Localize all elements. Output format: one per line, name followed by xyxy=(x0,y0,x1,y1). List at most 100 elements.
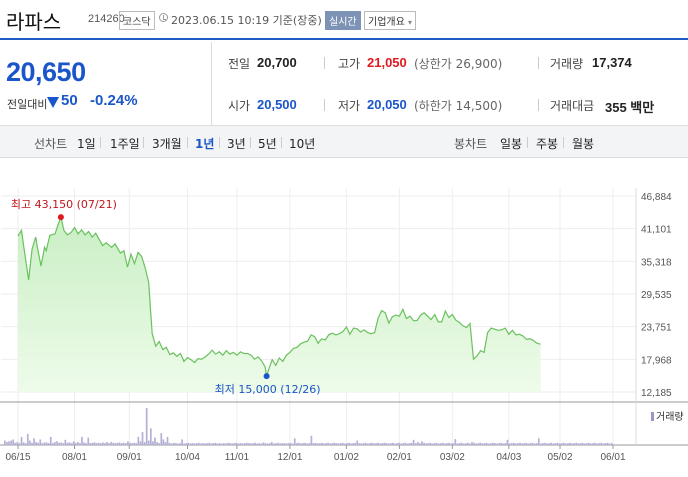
volume-bar xyxy=(218,443,221,445)
change-label: 전일대비 xyxy=(7,98,48,111)
volume-bar xyxy=(312,443,315,445)
period-divider xyxy=(219,137,220,148)
volume-bar xyxy=(533,443,536,445)
volume-bar xyxy=(64,439,67,445)
volume-bar xyxy=(358,443,361,445)
candle-weekly[interactable]: 주봉 xyxy=(536,137,559,151)
volume-bar xyxy=(419,443,421,445)
realtime-button[interactable]: 실시간 xyxy=(325,11,361,30)
min-marker xyxy=(263,373,270,380)
volume-bar xyxy=(250,443,252,445)
volume-bar xyxy=(596,443,599,445)
period-1w[interactable]: 1주일 xyxy=(110,137,140,151)
volume-bar xyxy=(143,442,146,445)
x-tick-label: 10/04 xyxy=(175,452,200,463)
company-info-dropdown[interactable]: 기업개요 ▾ xyxy=(364,11,417,30)
volume-bar xyxy=(170,443,173,445)
volume-bar xyxy=(321,442,323,445)
volume-bar xyxy=(279,443,281,445)
line-chart-label: 선차트 xyxy=(34,137,68,151)
volume-bar xyxy=(4,440,6,445)
volume-bar xyxy=(139,441,142,445)
period-1d[interactable]: 1일 xyxy=(77,137,96,151)
volume-bar xyxy=(54,442,56,445)
volume-bar xyxy=(16,442,19,445)
volume-bar xyxy=(477,443,480,445)
volume-bar xyxy=(398,442,400,445)
volume-bar xyxy=(406,443,409,445)
y-tick-label: 17,968 xyxy=(641,355,672,366)
volume-bar xyxy=(467,442,469,445)
candle-daily[interactable]: 일봉 xyxy=(500,137,523,151)
volume-bar xyxy=(537,438,540,445)
volume-bar xyxy=(571,443,573,445)
volume-bar xyxy=(258,443,261,445)
volume-bar xyxy=(37,442,40,445)
period-3y[interactable]: 3년 xyxy=(227,137,246,151)
volume-bar xyxy=(108,443,110,445)
volume-bar xyxy=(237,443,240,445)
change-percent: -0.24% xyxy=(90,92,138,109)
volume-bar xyxy=(556,442,559,445)
volume-bar xyxy=(99,443,102,445)
volume-bar xyxy=(85,443,88,445)
volume-bar xyxy=(394,443,396,445)
period-5y[interactable]: 5년 xyxy=(258,137,277,151)
volume-bar xyxy=(535,443,538,445)
volume-bar xyxy=(91,442,94,445)
volume-bar xyxy=(106,442,108,445)
volume-bar xyxy=(281,443,284,445)
volume-bar xyxy=(587,442,590,445)
volume-bar xyxy=(191,443,194,445)
volume-bar xyxy=(129,442,131,445)
volume-bar xyxy=(116,442,119,445)
volume-bar xyxy=(235,442,238,445)
volume-bar xyxy=(473,442,475,445)
volume-bar xyxy=(49,436,52,445)
volume-bar xyxy=(333,442,336,445)
volume-bar xyxy=(354,442,357,445)
volume-bar xyxy=(550,442,553,445)
volume-bar xyxy=(76,442,79,445)
chevron-down-icon: ▾ xyxy=(408,18,413,27)
volume-bar xyxy=(31,442,33,445)
volume-bar xyxy=(544,442,546,445)
volume-bar xyxy=(162,439,165,445)
volume-bar xyxy=(471,442,473,445)
volume-bar xyxy=(565,443,567,445)
volume-bar xyxy=(62,443,65,445)
period-3m[interactable]: 3개월 xyxy=(152,137,182,151)
volume-bar xyxy=(122,442,125,445)
volume-bar xyxy=(252,443,254,445)
volume-bar xyxy=(179,443,181,445)
volume-bar xyxy=(348,442,350,445)
volume-bar xyxy=(248,443,250,445)
volume-bar xyxy=(214,442,217,445)
candle-monthly[interactable]: 월봉 xyxy=(572,137,595,151)
volume-bar xyxy=(573,443,576,445)
volume-bar xyxy=(141,432,144,445)
y-tick-label: 23,751 xyxy=(641,323,672,334)
period-10y[interactable]: 10년 xyxy=(289,137,316,151)
volume-value: 17,374 xyxy=(592,55,632,70)
volume-bar xyxy=(33,438,35,445)
x-tick-label: 04/03 xyxy=(496,452,521,463)
volume-bar xyxy=(529,443,532,445)
volume-bar xyxy=(592,443,594,445)
volume-bar xyxy=(239,443,242,445)
y-tick-label: 46,884 xyxy=(641,192,672,203)
volume-bar xyxy=(310,435,313,445)
volume-bar xyxy=(608,443,611,445)
volume-bar xyxy=(492,442,494,445)
y-tick-label: 29,535 xyxy=(641,290,672,301)
price-chart[interactable]: 46,884 41,101 35,318 29,535 23,751 17,968 12,1… xyxy=(0,158,688,477)
period-1y[interactable]: 1년 xyxy=(195,137,215,151)
volume-bar xyxy=(594,442,596,445)
volume-bar xyxy=(481,443,484,445)
volume-bar xyxy=(323,443,325,445)
volume-bar xyxy=(287,443,290,445)
volume-bar xyxy=(343,443,346,445)
volume-bar xyxy=(295,443,298,445)
volume-bar xyxy=(47,443,50,445)
volume-bar xyxy=(454,439,457,445)
